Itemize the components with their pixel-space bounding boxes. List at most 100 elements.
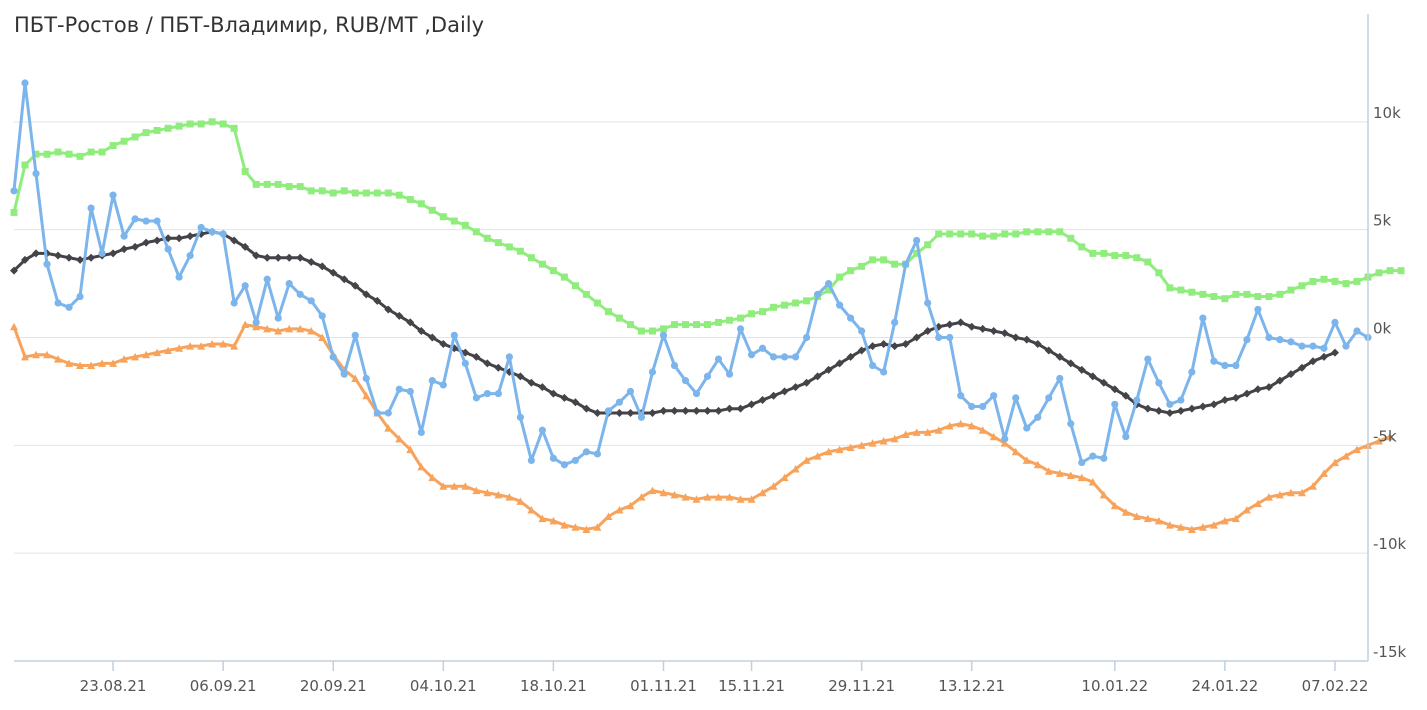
point-lower bbox=[296, 324, 305, 333]
point-lower bbox=[758, 488, 767, 497]
point-lower bbox=[395, 434, 404, 443]
point-lower bbox=[109, 359, 118, 367]
point-lower bbox=[1000, 439, 1009, 447]
point-upper bbox=[428, 206, 436, 214]
point-mean bbox=[879, 339, 888, 348]
point-spread bbox=[417, 428, 425, 436]
point-upper bbox=[10, 208, 18, 216]
point-spread bbox=[175, 273, 183, 281]
point-lower bbox=[1231, 514, 1240, 523]
point-mean bbox=[549, 389, 558, 398]
point-spread bbox=[285, 279, 293, 288]
point-spread bbox=[197, 223, 205, 232]
point-spread bbox=[714, 355, 723, 363]
point-spread bbox=[472, 394, 480, 402]
point-lower bbox=[901, 430, 910, 439]
x-tick-label: 18.10.21 bbox=[520, 677, 587, 695]
point-upper bbox=[516, 247, 524, 255]
point-spread bbox=[483, 389, 491, 398]
point-spread bbox=[1199, 314, 1207, 322]
point-upper bbox=[32, 150, 40, 158]
point-lower bbox=[1341, 452, 1350, 460]
point-lower bbox=[1330, 458, 1339, 467]
point-upper bbox=[737, 314, 745, 322]
point-upper bbox=[285, 183, 293, 191]
point-lower bbox=[1242, 506, 1251, 514]
point-mean bbox=[76, 255, 85, 264]
point-mean bbox=[10, 266, 18, 275]
point-upper bbox=[913, 249, 921, 257]
y-tick-label: -5k bbox=[1373, 427, 1397, 445]
point-mean bbox=[351, 281, 360, 290]
point-upper bbox=[693, 321, 701, 329]
point-lower bbox=[1099, 490, 1108, 499]
point-spread bbox=[87, 204, 95, 212]
point-lower bbox=[461, 482, 470, 490]
point-mean bbox=[1110, 385, 1119, 394]
point-spread bbox=[825, 279, 833, 288]
point-mean bbox=[846, 352, 855, 361]
point-lower bbox=[934, 426, 943, 434]
point-upper bbox=[1056, 228, 1064, 236]
point-upper bbox=[1034, 228, 1042, 236]
point-spread bbox=[791, 353, 800, 361]
point-upper bbox=[1265, 293, 1273, 301]
point-mean bbox=[241, 242, 250, 251]
point-upper bbox=[869, 256, 877, 264]
point-spread bbox=[736, 325, 745, 333]
point-spread bbox=[527, 456, 535, 465]
point-upper bbox=[1331, 277, 1339, 285]
point-lower bbox=[362, 391, 371, 400]
point-lower bbox=[703, 493, 712, 501]
point-upper bbox=[472, 228, 480, 236]
point-spread bbox=[406, 387, 414, 396]
point-spread bbox=[582, 448, 591, 456]
series-layer bbox=[10, 79, 1405, 533]
point-upper bbox=[990, 232, 998, 240]
point-spread bbox=[1001, 435, 1009, 443]
point-mean bbox=[890, 342, 899, 351]
point-mean bbox=[835, 359, 844, 368]
point-mean bbox=[560, 393, 569, 402]
point-mean bbox=[791, 383, 800, 392]
point-lower bbox=[1110, 501, 1119, 510]
point-mean bbox=[1220, 396, 1229, 405]
point-spread bbox=[164, 245, 172, 253]
point-spread bbox=[10, 187, 18, 195]
point-lower bbox=[318, 333, 327, 341]
point-mean bbox=[274, 253, 283, 262]
series-spread bbox=[10, 79, 1372, 469]
point-spread bbox=[351, 331, 359, 339]
point-mean bbox=[1055, 352, 1064, 361]
point-mean bbox=[967, 322, 976, 331]
point-mean bbox=[362, 290, 371, 299]
point-mean bbox=[1330, 348, 1339, 357]
point-lower bbox=[725, 493, 734, 501]
point-lower bbox=[571, 523, 580, 531]
point-mean bbox=[813, 372, 822, 381]
x-tick-label: 20.09.21 bbox=[300, 677, 367, 695]
point-mean bbox=[670, 406, 679, 415]
point-spread bbox=[1023, 424, 1031, 432]
point-mean bbox=[120, 245, 129, 254]
point-upper bbox=[538, 260, 546, 268]
point-spread bbox=[593, 450, 602, 458]
point-spread bbox=[648, 368, 657, 376]
point-mean bbox=[1000, 329, 1009, 338]
point-lower bbox=[1165, 521, 1174, 529]
point-spread bbox=[637, 413, 646, 421]
series-line-upper bbox=[12, 120, 1401, 333]
point-mean bbox=[527, 378, 536, 387]
point-mean bbox=[989, 327, 998, 336]
point-lower bbox=[285, 324, 294, 333]
point-lower bbox=[736, 495, 745, 503]
x-tick-label: 10.01.22 bbox=[1081, 677, 1148, 695]
point-lower bbox=[967, 421, 976, 430]
y-tick-label: 10k bbox=[1373, 104, 1401, 122]
point-upper bbox=[1221, 295, 1229, 303]
point-spread bbox=[208, 228, 216, 236]
point-spread bbox=[1144, 355, 1152, 363]
point-mean bbox=[1308, 357, 1317, 366]
point-spread bbox=[659, 331, 668, 339]
